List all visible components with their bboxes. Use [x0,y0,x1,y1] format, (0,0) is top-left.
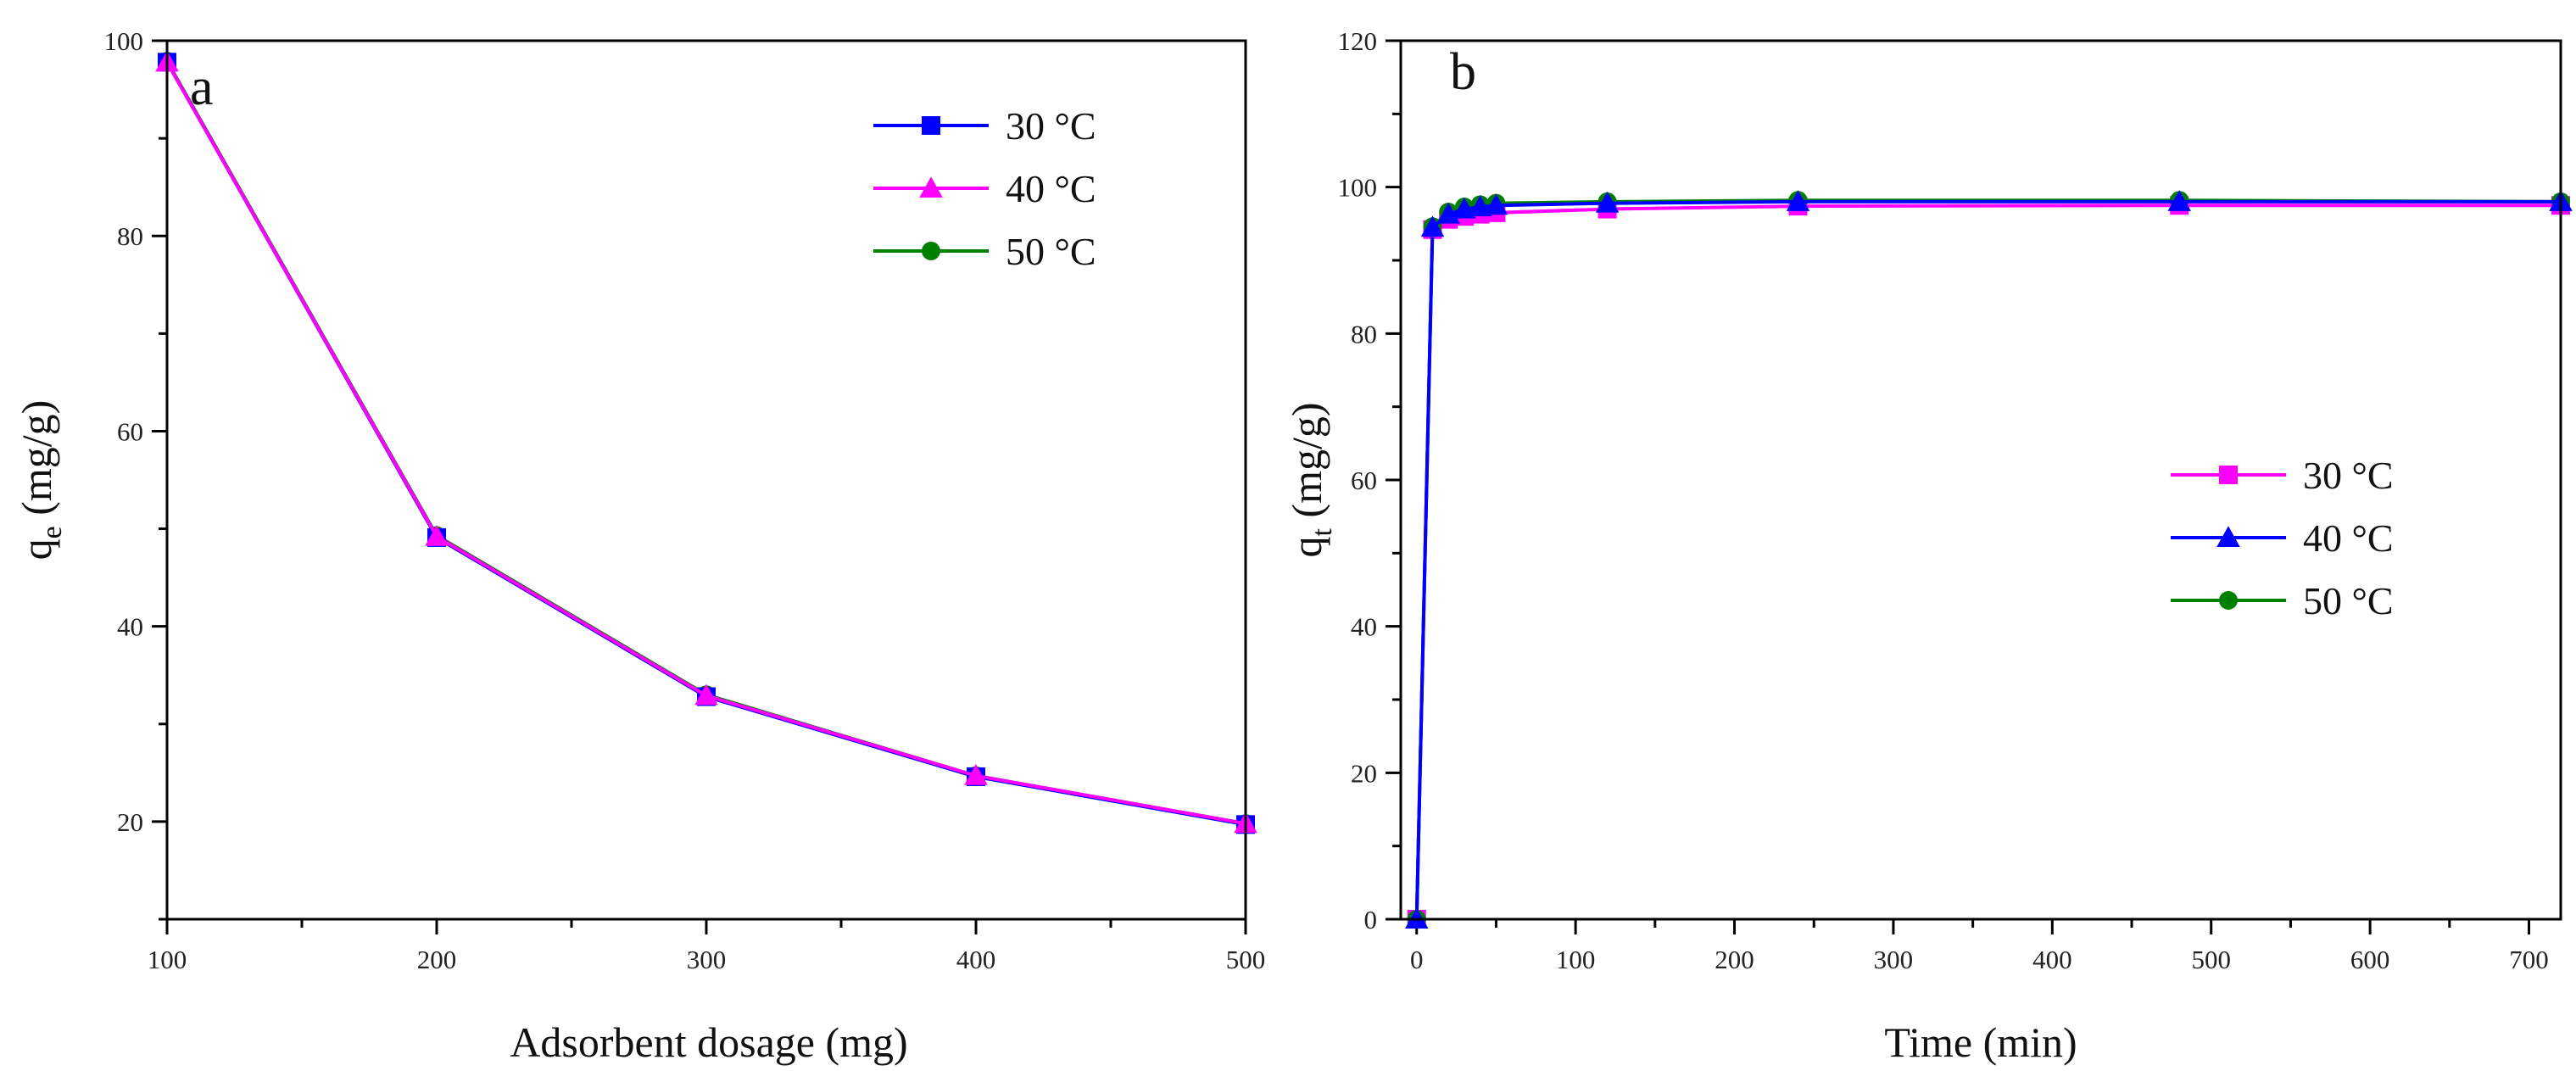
x-tick-label: 500 [1226,945,1266,974]
y-tick-label: 80 [117,221,143,251]
legend-label: 50 °C [1006,230,1096,273]
y-tick-label: 100 [1338,173,1378,203]
x-tick-label: 100 [1556,945,1596,974]
legend-label: 50 °C [2303,579,2394,622]
y-tick-label: 60 [1351,466,1377,495]
x-tick-label: 200 [417,945,457,974]
data-point [1786,190,1810,211]
x-tick-label: 400 [956,945,996,974]
data-point [1420,215,1445,237]
y-tick-label: 20 [117,807,143,837]
panel-a-legend: 30 °C 40 °C 50 °C [873,104,1096,273]
panel-b-series [1404,190,2573,929]
x-tick-label: 500 [2191,945,2231,974]
data-point [2167,190,2191,211]
y-tick-label: 20 [1351,758,1377,788]
y-tick-label: 80 [1351,319,1377,349]
series-line [1414,204,2561,920]
x-tick-label: 400 [2032,945,2072,974]
legend-label: 40 °C [2303,516,2394,560]
legend-swatch-marker [919,176,943,198]
y-tick-label: 40 [1351,612,1377,642]
panel-a-y-axis-title-sub: e [36,526,68,538]
legend-label: 30 °C [1006,104,1096,148]
series-50C [1407,191,2570,929]
legend-item: 30 °C [873,104,1096,148]
data-point [1484,193,1508,215]
panel-a-x-axis-title: Adsorbent dosage (mg) [510,1018,907,1066]
x-tick-label: 300 [1874,945,1914,974]
panel-b-x-axis-title: Time (min) [1884,1018,2077,1066]
panel-b-y-axis-title-unit: (mg/g) [1283,402,1330,528]
data-point [1452,197,1476,219]
legend-item: 40 °C [2171,516,2394,560]
panel-a-plot-frame [165,39,1247,921]
legend-swatch-marker [922,116,940,135]
series-line [1414,198,2562,920]
panel-a-ticks: 100 200 300 400 500 20 40 60 80 100 [104,26,1266,974]
panel-a-y-axis-title: qe (mg/g) [13,400,68,561]
legend-item: 30 °C [2171,454,2394,497]
panel-b-y-axis-title: qt (mg/g) [1283,402,1338,557]
x-tick-label: 200 [1715,945,1754,974]
x-tick-label: 100 [148,945,187,974]
x-tick-label: 700 [2509,945,2549,974]
legend-label: 40 °C [1006,167,1096,210]
x-tick-label: 0 [1410,945,1424,974]
legend-item: 50 °C [873,230,1096,273]
panel-b-ticks: 0 100 200 300 400 500 600 700 0 20 40 60 80 100 120 [1338,26,2549,974]
legend-item: 50 °C [2171,579,2394,622]
series-40C [1404,190,2573,929]
legend-swatch-marker [2219,466,2238,484]
legend-swatch-marker [922,242,940,260]
y-tick-label: 60 [117,416,143,446]
series-line [1414,199,2561,920]
y-tick-label: 40 [117,612,143,642]
panel-b-y-axis-title-main: q [1283,537,1330,558]
panel-a-label: a [190,59,214,116]
x-tick-label: 600 [2350,945,2390,974]
y-tick-label: 120 [1338,26,1378,56]
x-tick-label: 300 [687,945,727,974]
panel-a-y-axis-title-unit: (mg/g) [13,400,60,527]
legend-swatch-marker [2216,526,2240,547]
data-point [694,683,718,706]
chart-panel-a: 100 200 300 400 500 20 40 60 80 100 a Adsorbent d… [13,26,1265,1066]
data-point [425,525,449,546]
data-point [1595,191,1620,213]
panel-b-legend: 30 °C 40 °C 50 °C [2171,454,2394,622]
legend-item: 40 °C [873,167,1096,210]
legend-label: 30 °C [2303,454,2394,497]
panel-b-label: b [1450,43,1476,101]
data-point [1468,195,1492,216]
panel-a-series [155,50,1257,834]
series-30C [1407,196,2570,929]
panel-b-y-axis-title-sub: t [1307,528,1338,537]
y-tick-label: 0 [1364,905,1378,934]
legend-swatch-marker [2219,591,2238,610]
panel-b-plot-frame [1399,39,2562,921]
y-tick-label: 100 [104,26,144,56]
panel-a-y-axis-title-main: q [13,538,60,560]
data-point [964,764,988,785]
